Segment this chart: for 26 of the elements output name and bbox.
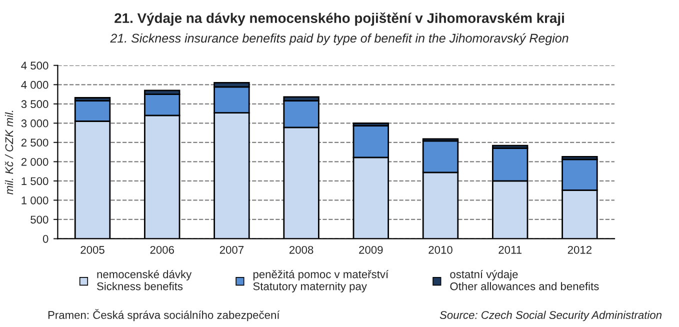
x-tick-label: 2005 — [80, 246, 104, 254]
x-tick-label: 2008 — [290, 246, 314, 254]
x-tick-label: 2007 — [220, 246, 244, 254]
y-tick-label: 1 000 — [22, 196, 48, 204]
chart-title: 21. Výdaje na dávky nemocenského pojištění v Jihomoravském kraji — [114, 12, 564, 26]
x-tick-label: 2011 — [498, 246, 522, 254]
x-tick-label: 2006 — [150, 246, 174, 254]
y-tick-label: 3 500 — [21, 100, 48, 108]
legend-label: nemocenské dávky Sickness benefits — [97, 270, 192, 290]
y-tick-label: 2 500 — [21, 138, 48, 147]
y-tick-label: 4 500 — [21, 62, 48, 70]
y-tick-label: 500 — [30, 216, 48, 224]
text: Pramen: Česká správa sociálního zabezpečení — [48, 309, 280, 322]
x-tick-label: 2009 — [359, 246, 383, 254]
y-tick-label: 3 000 — [21, 119, 48, 128]
legend-label: ostatní výdaje Other allowances and benefits — [450, 270, 599, 290]
y-tick-label: 0 — [42, 234, 48, 243]
y-tick-label: 2 000 — [21, 158, 48, 166]
y-tick-label: 4 000 — [21, 80, 48, 89]
legend-label: peněžitá pomoc v mateřství Statutory maternity pay — [253, 270, 389, 292]
x-tick-label: 2012 — [568, 246, 592, 254]
chart-subtitle: 21. Sickness insurance benefits paid by type of benefit in the Jihomoravský Region — [110, 33, 568, 46]
y-axis-title: mil. Kč / CZK mil. — [4, 110, 14, 194]
x-tick-label: 2010 — [428, 246, 452, 254]
source-note: Source: Czech Social Security Administration — [440, 310, 662, 322]
y-tick-label: 1 500 — [22, 177, 48, 186]
